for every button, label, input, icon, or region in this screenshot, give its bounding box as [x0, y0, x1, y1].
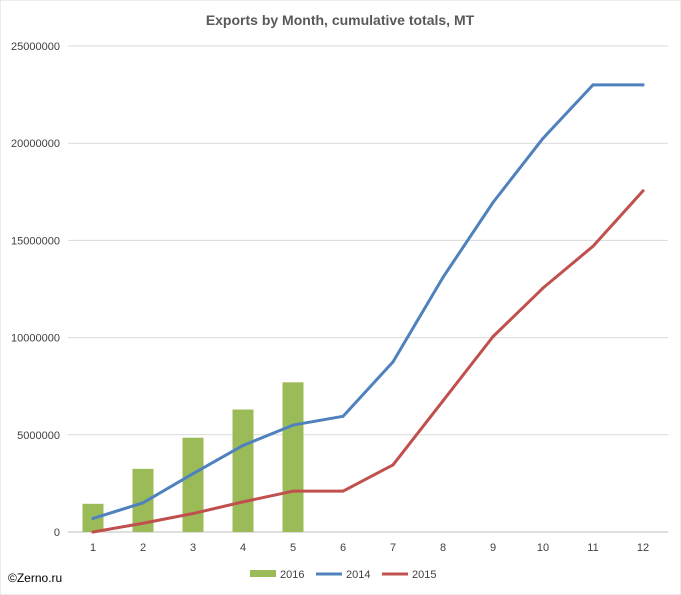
- y-tick-label: 15000000: [11, 235, 60, 247]
- legend-label: 2014: [346, 569, 370, 581]
- y-tick-label: 10000000: [11, 333, 60, 345]
- point-2014-8: [441, 275, 445, 279]
- x-tick-label: 5: [290, 542, 296, 554]
- bar-2016-5: [282, 382, 304, 532]
- point-2015-4: [241, 500, 245, 504]
- bar-2016-2: [132, 468, 154, 532]
- line-series-2015: [91, 189, 645, 534]
- point-2014-1: [91, 516, 95, 520]
- point-2014-5: [291, 423, 295, 427]
- gridlines: [68, 45, 668, 533]
- point-2014-11: [591, 83, 595, 87]
- bar-2016-4: [232, 409, 254, 532]
- x-tick-label: 4: [240, 542, 246, 554]
- point-2015-6: [341, 489, 345, 493]
- x-tick-label: 12: [637, 542, 649, 554]
- legend-item-2014: 2014: [316, 569, 370, 581]
- y-tick-label: 5000000: [17, 430, 60, 442]
- point-2015-3: [191, 512, 195, 516]
- point-2015-5: [291, 489, 295, 493]
- y-tick-label: 20000000: [11, 138, 60, 150]
- point-2014-2: [141, 501, 145, 505]
- point-2015-11: [591, 244, 595, 248]
- bar-2016-3: [182, 437, 204, 532]
- legend: 2016 2014 2015: [250, 569, 436, 581]
- y-axis-ticks: 0 5000000 10000000 15000000 20000000 25000000: [11, 41, 60, 539]
- x-tick-label: 6: [340, 542, 346, 554]
- y-tick-label: 0: [54, 527, 60, 539]
- x-tick-label: 10: [537, 542, 549, 554]
- legend-label: 2016: [280, 569, 304, 581]
- legend-item-2015: 2015: [382, 569, 436, 581]
- point-2015-10: [541, 286, 545, 290]
- line-series: [91, 83, 645, 534]
- x-tick-label: 9: [490, 542, 496, 554]
- legend-swatch: [250, 570, 276, 577]
- x-axis-ticks: 1 2 3 4 5 6 7 8 9 10 11 12: [90, 542, 649, 554]
- point-2015-2: [141, 521, 145, 525]
- point-2014-6: [341, 414, 345, 418]
- point-2014-10: [541, 136, 545, 140]
- point-2015-7: [391, 463, 395, 467]
- line-series-2014: [91, 83, 645, 520]
- x-tick-label: 2: [140, 542, 146, 554]
- point-2014-4: [241, 443, 245, 447]
- x-tick-label: 7: [390, 542, 396, 554]
- x-tick-label: 3: [190, 542, 196, 554]
- x-tick-label: 8: [440, 542, 446, 554]
- credit-text: ©Zerno.ru: [8, 571, 62, 585]
- point-2014-3: [191, 472, 195, 476]
- legend-item-2016: 2016: [250, 569, 304, 581]
- point-2015-8: [441, 399, 445, 403]
- chart-title: Exports by Month, cumulative totals, MT: [206, 12, 475, 28]
- point-2014-9: [491, 200, 495, 204]
- point-2015-9: [491, 335, 495, 339]
- legend-label: 2015: [412, 569, 436, 581]
- y-tick-label: 25000000: [11, 41, 60, 53]
- x-tick-label: 11: [587, 542, 598, 554]
- x-tick-label: 1: [90, 542, 96, 554]
- point-2015-1: [91, 530, 95, 534]
- point-2014-7: [391, 360, 395, 364]
- point-2014-12: [641, 83, 645, 87]
- point-2015-12: [641, 189, 645, 193]
